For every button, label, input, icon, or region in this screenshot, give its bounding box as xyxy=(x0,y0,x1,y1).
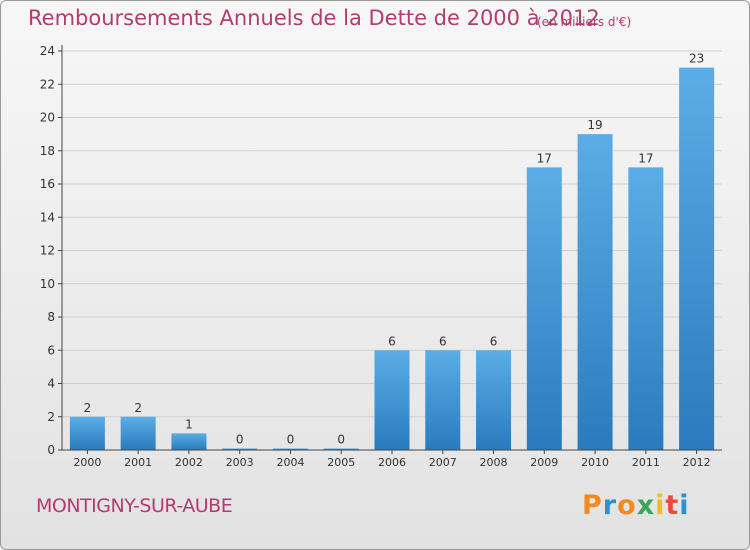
bar-value-label: 6 xyxy=(490,334,498,348)
x-tick-label: 2008 xyxy=(480,456,508,469)
bar-value-label: 17 xyxy=(537,151,552,165)
logo-letter: i xyxy=(655,490,666,521)
y-tick-label: 10 xyxy=(40,277,55,291)
axes xyxy=(58,45,722,454)
bar-value-label: 17 xyxy=(638,151,653,165)
bar-value-label: 2 xyxy=(84,401,92,415)
x-tick-label: 2012 xyxy=(683,456,711,469)
bar-value-label: 0 xyxy=(337,433,345,447)
y-tick-label: 0 xyxy=(47,443,55,457)
x-tick-label: 2001 xyxy=(124,456,152,469)
x-tick-label: 2004 xyxy=(276,456,304,469)
y-tick-label: 20 xyxy=(40,111,55,125)
bar xyxy=(69,416,105,450)
x-tick-label: 2010 xyxy=(581,456,609,469)
y-tick-label: 4 xyxy=(47,377,55,391)
logo-letter: o xyxy=(617,490,637,521)
logo-letter: t xyxy=(665,490,680,521)
x-tick-label: 2000 xyxy=(73,456,101,469)
bar xyxy=(323,448,359,450)
bar-value-label: 0 xyxy=(236,433,244,447)
y-tick-label: 22 xyxy=(40,77,55,91)
x-tick-label: 2011 xyxy=(632,456,660,469)
bar xyxy=(679,67,715,450)
unit-note: (en milliers d'€) xyxy=(537,15,632,29)
bar-value-label: 6 xyxy=(439,334,447,348)
bar-value-label: 19 xyxy=(587,118,602,132)
bar xyxy=(272,448,308,450)
logo-letter: P xyxy=(582,490,603,521)
y-tick-label: 16 xyxy=(40,177,55,191)
y-tick-label: 18 xyxy=(40,144,55,158)
bar xyxy=(628,167,664,450)
x-tick-label: 2009 xyxy=(530,456,558,469)
chart-title: Remboursements Annuels de la Dette de 20… xyxy=(28,6,600,30)
logo-letter: i xyxy=(679,490,690,521)
x-tick-label: 2007 xyxy=(429,456,457,469)
bars xyxy=(69,67,715,450)
commune-name: MONTIGNY-SUR-AUBE xyxy=(36,495,233,517)
logo-letter: x xyxy=(636,490,656,521)
x-tick-label: 2005 xyxy=(327,456,355,469)
y-tick-label: 24 xyxy=(40,44,55,58)
y-tick-label: 2 xyxy=(47,410,55,424)
y-tick-label: 12 xyxy=(40,244,55,258)
y-tick-label: 8 xyxy=(47,310,55,324)
bar-value-label: 2 xyxy=(134,401,142,415)
bar xyxy=(526,167,562,450)
bar xyxy=(222,448,258,450)
labels: 0246810121416182022242200022001120020200… xyxy=(40,44,711,469)
bar xyxy=(171,433,207,450)
y-tick-label: 14 xyxy=(40,210,55,224)
bar xyxy=(425,350,461,450)
bar-value-label: 1 xyxy=(185,417,193,431)
y-tick-label: 6 xyxy=(47,343,55,357)
bar xyxy=(120,416,156,450)
bar xyxy=(476,350,512,450)
proxiti-logo[interactable]: Proxiti xyxy=(582,490,690,521)
bar xyxy=(374,350,410,450)
bar xyxy=(577,134,613,450)
logo-letter: r xyxy=(602,490,618,521)
bar-value-label: 0 xyxy=(287,433,295,447)
bar-value-label: 6 xyxy=(388,334,396,348)
bar-value-label: 23 xyxy=(689,52,704,66)
x-tick-label: 2002 xyxy=(175,456,203,469)
x-tick-label: 2003 xyxy=(226,456,254,469)
x-tick-label: 2006 xyxy=(378,456,406,469)
